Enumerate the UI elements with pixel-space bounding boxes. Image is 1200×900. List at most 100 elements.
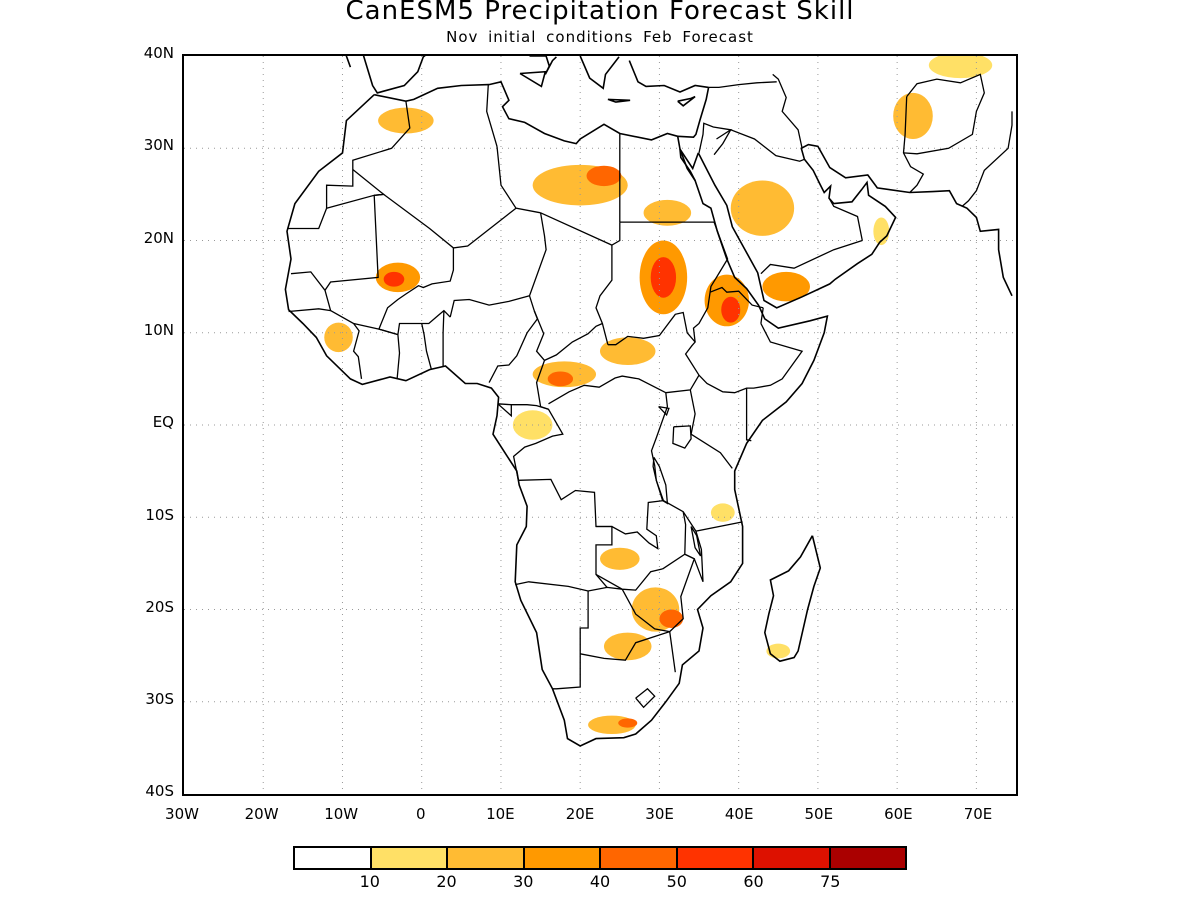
skill-area-yemen [762, 271, 810, 302]
lon-tick-label: 20E [565, 805, 595, 823]
border-algeria-libya [496, 146, 541, 214]
lat-tick-label: 20N [143, 228, 174, 247]
colorbar-swatch [295, 848, 372, 868]
border-ethiopia-somali [698, 323, 804, 394]
coastline-crete [607, 98, 631, 103]
skill-area-cameroon-core [547, 371, 574, 387]
skill-area-sudan-core [650, 257, 677, 298]
lat-tick-label: 20S [145, 597, 174, 616]
colorbar-swatch [754, 848, 831, 868]
gridlines [184, 56, 1016, 794]
lon-tick-label: 10E [486, 805, 515, 823]
border-chad-car-sudan [544, 322, 603, 361]
lake-2 [658, 405, 670, 417]
border-ethiopia-eritrea [709, 286, 764, 309]
border-saudi-iraq-jordan [713, 128, 805, 162]
border-kenya-somalia [745, 388, 752, 442]
border-saudi-yemen [760, 239, 863, 275]
border-libya-chad-niger [540, 212, 613, 246]
skill-area-southern-morocco [378, 107, 434, 134]
lat-tick-label: 30N [143, 136, 174, 155]
colorbar-label: 60 [743, 872, 764, 891]
skill-area-tanzania-south [710, 503, 735, 522]
colorbar-label: 40 [589, 872, 611, 891]
map-frame [182, 54, 1018, 796]
border-burkina-south [378, 309, 451, 336]
map-canvas [184, 56, 1016, 794]
skill-area-libya-core [586, 165, 622, 187]
colorbar-label: 10 [359, 872, 380, 891]
border-ghana-togo-benin [421, 323, 432, 369]
border-iran-afghanistan-pakistan [902, 96, 925, 193]
skill-area-south-africa-core [618, 718, 638, 728]
colorbar-swatch [371, 848, 448, 868]
border-mauritania-west-sahara [352, 168, 386, 196]
lon-tick-label: 50E [804, 805, 834, 823]
border-mali-niger-burkina [378, 247, 455, 330]
lon-tick-label: 0 [416, 805, 426, 823]
lon-tick-label: 30W [165, 805, 199, 823]
coastlines [284, 56, 1013, 747]
border-niger-chad [528, 212, 547, 311]
border-turkey-syria [708, 81, 777, 89]
border-ivory-coast [353, 322, 401, 379]
skill-area-iran-north [928, 56, 993, 79]
border-mauritania-senegal [288, 271, 332, 313]
lon-tick-label: 20W [244, 805, 279, 823]
skill-area-saudi-central [730, 180, 795, 236]
border-south-sudan-uganda [665, 374, 700, 394]
skill-area-ethiopia-core [721, 296, 741, 323]
skill-area-mali-core [383, 271, 405, 287]
lon-tick-label: 70E [963, 805, 993, 823]
border-jordan-israel [698, 122, 733, 154]
coastline-cyprus [677, 95, 696, 107]
coastline-italy-greece [529, 56, 557, 75]
lat-tick-label: 40S [145, 782, 174, 801]
coastline-mediterranean-north [345, 56, 426, 94]
border-saudi-oman-uae [828, 197, 863, 241]
coastline-madagascar [763, 535, 822, 663]
colorbar [293, 846, 907, 870]
skill-area-car-south-sudan [600, 337, 656, 366]
skill-area-iran-south [893, 92, 933, 140]
coastline-red-sea-egypt [679, 149, 696, 181]
border-sudan-south-sudan [607, 311, 700, 376]
coastline-turkey-south [628, 60, 709, 93]
border-car-drc [548, 375, 667, 405]
lon-tick-label: 40E [724, 805, 754, 823]
border-namibia-botswana [552, 591, 589, 690]
border-libya-sudan-chad [595, 222, 621, 345]
border-namibia-angola [515, 581, 623, 592]
lake-3 [690, 526, 702, 557]
lat-tick-label: 10S [145, 505, 174, 524]
colorbar-swatch [677, 848, 754, 868]
lat-tick-label: 30S [145, 690, 174, 709]
coastline-levant [677, 87, 710, 139]
border-zambia-zimbabwe [595, 568, 663, 591]
colorbar-swatch [601, 848, 678, 868]
lake-0 [672, 425, 692, 449]
lat-tick-label: 10N [143, 320, 174, 339]
border-sahara-west [287, 169, 354, 230]
colorbar-swatch [830, 848, 905, 868]
border-pakistan-india [961, 111, 1013, 207]
skill-area-guinea-coast [324, 322, 353, 353]
coastline-africa-coast [284, 80, 829, 747]
lon-tick-label: 30E [645, 805, 674, 823]
colorbar-label: 30 [513, 872, 534, 891]
border-uganda-kenya-tanzania [689, 389, 733, 469]
colorbar-swatch [524, 848, 601, 868]
border-mauritania-mali [324, 194, 379, 291]
lat-tick-label: EQ [152, 413, 174, 432]
skill-layer [324, 56, 993, 735]
border-ethiopia-somalia-kenya [760, 307, 764, 324]
colorbar-swatch [448, 848, 525, 868]
skill-area-botswana [603, 632, 652, 661]
border-angola-drc [518, 478, 613, 588]
lake-1 [652, 456, 669, 505]
skill-area-zimbabwe-core [659, 609, 684, 628]
colorbar-label: 75 [820, 872, 841, 891]
border-nigeria-cameroon [488, 310, 539, 383]
skill-area-egypt-sudan-border [643, 199, 692, 226]
border-algeria-mali [374, 193, 517, 249]
